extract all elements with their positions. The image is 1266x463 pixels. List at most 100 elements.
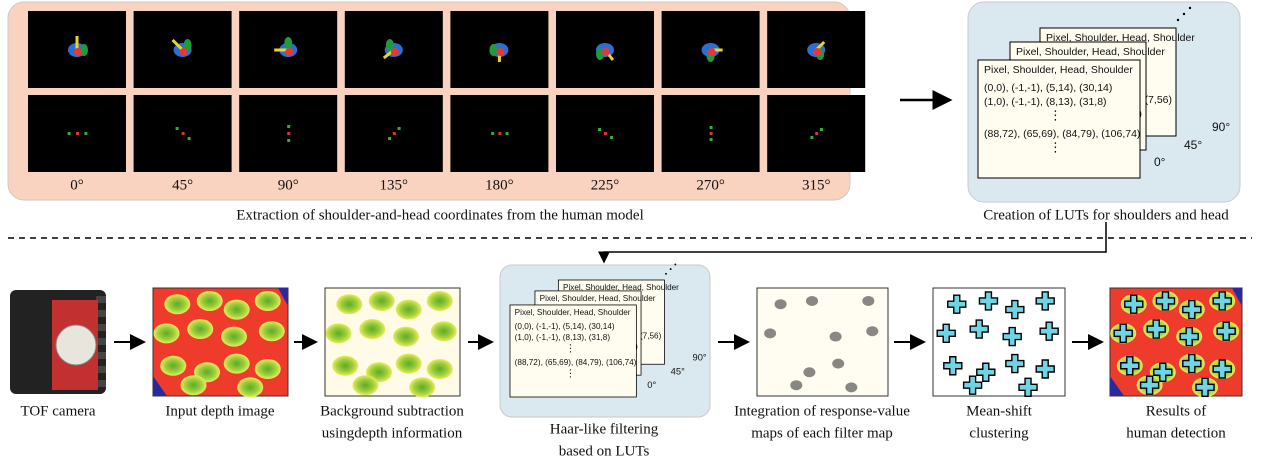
step-label: Background subtraction bbox=[320, 403, 464, 419]
ellipsis-dot bbox=[674, 263, 676, 265]
head-point bbox=[76, 132, 79, 135]
step-label: clustering bbox=[969, 425, 1029, 441]
blob bbox=[396, 300, 422, 320]
response-spot bbox=[832, 359, 844, 369]
shoulder-point bbox=[388, 137, 391, 140]
shoulder-point bbox=[598, 128, 601, 131]
model-head bbox=[285, 48, 293, 56]
blob bbox=[336, 294, 362, 314]
ellipsis-dot bbox=[1189, 7, 1191, 9]
shoulder-point bbox=[610, 136, 613, 139]
lut-header: Pixel, Shoulder, Head, Shoulder bbox=[1016, 46, 1165, 58]
step-label: human detection bbox=[1126, 425, 1226, 441]
step-label: maps of each filter map bbox=[751, 425, 893, 441]
head-point bbox=[710, 132, 713, 135]
lut-row: (0,0), (-1,-1), (5,14), (30,14) bbox=[984, 82, 1112, 94]
blob bbox=[332, 356, 358, 376]
response-spot bbox=[862, 296, 874, 306]
angle-label: 315° bbox=[802, 177, 831, 193]
blob bbox=[154, 323, 180, 343]
blob bbox=[427, 291, 453, 311]
shoulder-point bbox=[398, 127, 401, 130]
model-head bbox=[708, 48, 716, 56]
diagram: Extraction of shoulder-and-head coordina… bbox=[0, 0, 1266, 463]
shoulder-point bbox=[84, 132, 87, 135]
head-point bbox=[393, 132, 396, 135]
shoulder-point bbox=[176, 127, 179, 130]
lut-row: ⋮ bbox=[565, 343, 575, 354]
model-head bbox=[74, 48, 82, 56]
response-spot bbox=[806, 296, 818, 306]
lut-fragment: (7,56) bbox=[640, 331, 662, 340]
lut-row: (0,0), (-1,-1), (5,14), (30,14) bbox=[515, 322, 615, 331]
lut-header: Pixel, Shoulder, Head, Shoulder bbox=[540, 294, 656, 303]
blob bbox=[197, 291, 223, 311]
head-point bbox=[182, 132, 185, 135]
response-spot bbox=[845, 382, 857, 392]
lut-row: ⋮ bbox=[565, 368, 575, 379]
blob bbox=[187, 319, 213, 339]
lut-row: (88,72), (65,69), (84,79), (106,74) bbox=[984, 128, 1140, 140]
lut-row: ⋮ bbox=[1049, 107, 1062, 122]
response-spot bbox=[775, 299, 787, 309]
step-label: usingdepth information bbox=[322, 425, 463, 441]
response-spot bbox=[803, 367, 815, 377]
shoulder-point bbox=[188, 137, 191, 140]
blob bbox=[427, 359, 453, 379]
blob bbox=[224, 300, 250, 320]
shoulder-point bbox=[287, 125, 290, 128]
shoulder-point bbox=[68, 132, 71, 135]
blob bbox=[255, 291, 281, 311]
lut-angle: 90° bbox=[693, 352, 707, 362]
ellipsis-dot bbox=[1183, 13, 1185, 15]
lut-header: Pixel, Shoulder, Head, Shoulder bbox=[984, 64, 1133, 76]
head-point bbox=[498, 132, 501, 135]
blob bbox=[181, 375, 207, 395]
response-spot bbox=[866, 326, 878, 336]
shoulder-point bbox=[710, 126, 713, 129]
head-point bbox=[815, 132, 818, 135]
step-label: Input depth image bbox=[165, 403, 274, 419]
model-head bbox=[180, 48, 188, 56]
shoulder-point bbox=[491, 132, 494, 135]
blob bbox=[221, 327, 247, 347]
blob bbox=[237, 377, 263, 397]
model-head bbox=[391, 48, 399, 56]
ellipsis-dot bbox=[1177, 19, 1179, 21]
ellipsis-dot bbox=[665, 273, 667, 275]
angle-label: 270° bbox=[696, 177, 725, 193]
lut-header: Pixel, Shoulder, Head, Shoulder bbox=[515, 308, 631, 317]
blob bbox=[255, 359, 281, 379]
step-label: TOF camera bbox=[20, 403, 95, 419]
angle-label: 0° bbox=[70, 177, 84, 193]
blob bbox=[164, 294, 190, 314]
connector-arrow bbox=[604, 222, 1106, 262]
step-label: Haar-like filtering bbox=[550, 421, 659, 437]
blob bbox=[160, 356, 186, 376]
blob bbox=[326, 323, 352, 343]
blob bbox=[369, 291, 395, 311]
angle-label: 225° bbox=[591, 177, 620, 193]
lut-caption: Creation of LUTs for shoulders and head bbox=[983, 207, 1229, 223]
blob bbox=[353, 375, 379, 395]
model-head bbox=[813, 48, 821, 56]
blob bbox=[431, 321, 457, 341]
angle-label: 45° bbox=[172, 177, 193, 193]
ellipsis-dot bbox=[670, 268, 672, 270]
blob bbox=[409, 377, 435, 397]
lut-row: (88,72), (65,69), (84,79), (106,74) bbox=[515, 358, 637, 367]
model-arm bbox=[489, 44, 497, 56]
shoulder-point bbox=[820, 128, 823, 131]
extraction-caption: Extraction of shoulder-and-head coordina… bbox=[236, 207, 643, 223]
model-head bbox=[496, 48, 504, 56]
response-spot bbox=[764, 328, 776, 338]
angle-label: 180° bbox=[485, 177, 514, 193]
shoulder-point bbox=[287, 139, 290, 142]
lut-angle: 45° bbox=[1184, 138, 1202, 152]
step-label: based on LUTs bbox=[559, 443, 650, 459]
step-label: Results of bbox=[1146, 403, 1206, 419]
lut-row: (1,0), (-1,-1), (8,13), (31,8) bbox=[984, 96, 1107, 108]
blob bbox=[396, 354, 422, 374]
lut-fragment: (7,56) bbox=[1145, 94, 1172, 106]
model-arm bbox=[284, 37, 292, 49]
